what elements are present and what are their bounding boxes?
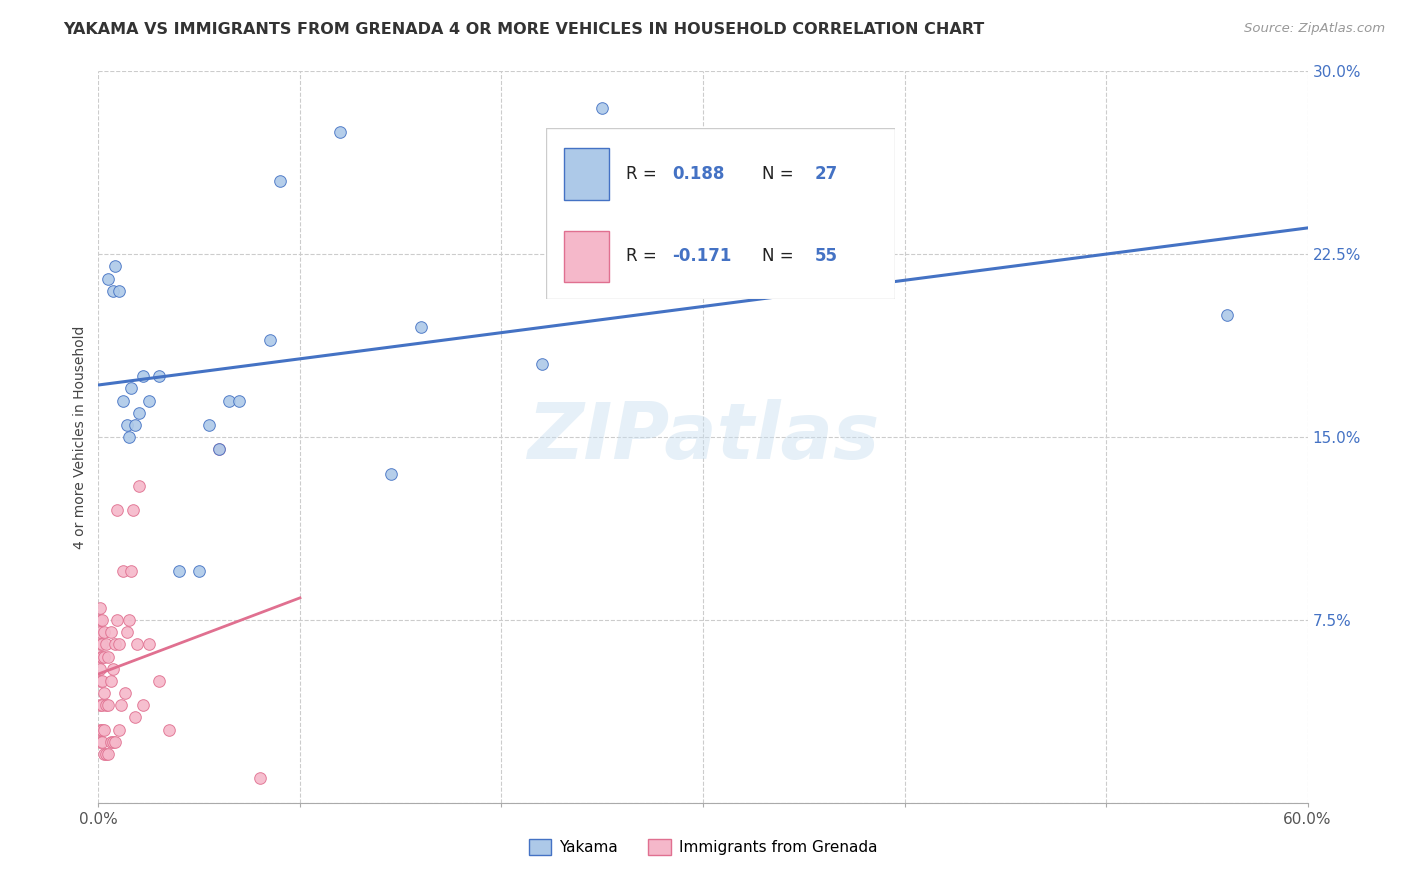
Point — [208, 442, 231, 457]
Text: N =: N = — [762, 165, 799, 183]
Point — [107, 284, 129, 298]
Point — [91, 613, 114, 627]
Point — [93, 686, 115, 700]
Y-axis label: 4 or more Vehicles in Household: 4 or more Vehicles in Household — [73, 326, 87, 549]
Point — [91, 735, 114, 749]
Point — [97, 747, 120, 761]
Point — [97, 649, 120, 664]
Point — [1216, 308, 1239, 322]
Point — [93, 625, 115, 640]
Point — [530, 357, 553, 371]
Point — [101, 662, 124, 676]
Legend: Yakama, Immigrants from Grenada: Yakama, Immigrants from Grenada — [523, 833, 883, 861]
Point — [89, 649, 111, 664]
Point — [96, 747, 118, 761]
Point — [208, 442, 231, 457]
Point — [100, 673, 122, 688]
Text: 27: 27 — [814, 165, 838, 183]
Point — [138, 393, 160, 408]
Point — [138, 637, 160, 651]
Text: -0.171: -0.171 — [672, 247, 731, 266]
Point — [93, 649, 115, 664]
Text: 55: 55 — [814, 247, 838, 266]
Point — [105, 613, 128, 627]
Point — [101, 735, 124, 749]
Point — [91, 673, 114, 688]
Point — [89, 613, 111, 627]
Point — [103, 260, 125, 274]
Text: N =: N = — [762, 247, 799, 266]
Point — [97, 271, 120, 285]
Point — [107, 637, 129, 651]
Point — [91, 637, 114, 651]
Point — [249, 772, 271, 786]
Text: 0.188: 0.188 — [672, 165, 724, 183]
Point — [380, 467, 402, 481]
FancyBboxPatch shape — [546, 128, 896, 300]
Point — [228, 393, 250, 408]
Point — [111, 393, 134, 408]
Point — [157, 723, 180, 737]
Text: YAKAMA VS IMMIGRANTS FROM GRENADA 4 OR MORE VEHICLES IN HOUSEHOLD CORRELATION CH: YAKAMA VS IMMIGRANTS FROM GRENADA 4 OR M… — [63, 22, 984, 37]
Text: R =: R = — [627, 247, 662, 266]
Point — [125, 637, 148, 651]
Point — [128, 479, 150, 493]
Point — [93, 723, 115, 737]
Point — [259, 333, 281, 347]
Point — [198, 417, 221, 432]
Point — [97, 698, 120, 713]
Point — [89, 625, 111, 640]
Point — [100, 735, 122, 749]
Point — [107, 723, 129, 737]
Point — [124, 710, 146, 724]
Point — [128, 406, 150, 420]
Point — [148, 369, 170, 384]
Point — [118, 613, 141, 627]
Point — [96, 698, 118, 713]
Point — [103, 637, 125, 651]
Point — [269, 174, 291, 188]
Point — [148, 673, 170, 688]
Point — [110, 698, 132, 713]
Point — [120, 564, 142, 578]
Point — [167, 564, 190, 578]
Point — [115, 625, 138, 640]
Point — [91, 649, 114, 664]
Point — [91, 723, 114, 737]
Text: R =: R = — [627, 165, 662, 183]
Point — [132, 369, 155, 384]
Point — [409, 320, 432, 334]
Point — [218, 393, 240, 408]
Point — [124, 417, 146, 432]
Point — [91, 698, 114, 713]
Point — [96, 637, 118, 651]
Point — [329, 125, 352, 139]
Point — [188, 564, 211, 578]
Point — [89, 662, 111, 676]
Point — [121, 503, 143, 517]
Point — [89, 723, 111, 737]
Point — [114, 686, 136, 700]
Point — [105, 503, 128, 517]
Point — [89, 698, 111, 713]
Point — [591, 101, 613, 115]
Point — [100, 625, 122, 640]
FancyBboxPatch shape — [564, 148, 609, 200]
Point — [132, 698, 155, 713]
Point — [93, 747, 115, 761]
Point — [118, 430, 141, 444]
Point — [89, 673, 111, 688]
Text: Source: ZipAtlas.com: Source: ZipAtlas.com — [1244, 22, 1385, 36]
FancyBboxPatch shape — [564, 231, 609, 282]
Point — [111, 564, 134, 578]
Point — [120, 381, 142, 395]
Point — [89, 735, 111, 749]
Point — [115, 417, 138, 432]
Point — [103, 735, 125, 749]
Point — [101, 284, 124, 298]
Text: ZIPatlas: ZIPatlas — [527, 399, 879, 475]
Point — [89, 600, 111, 615]
Point — [89, 637, 111, 651]
